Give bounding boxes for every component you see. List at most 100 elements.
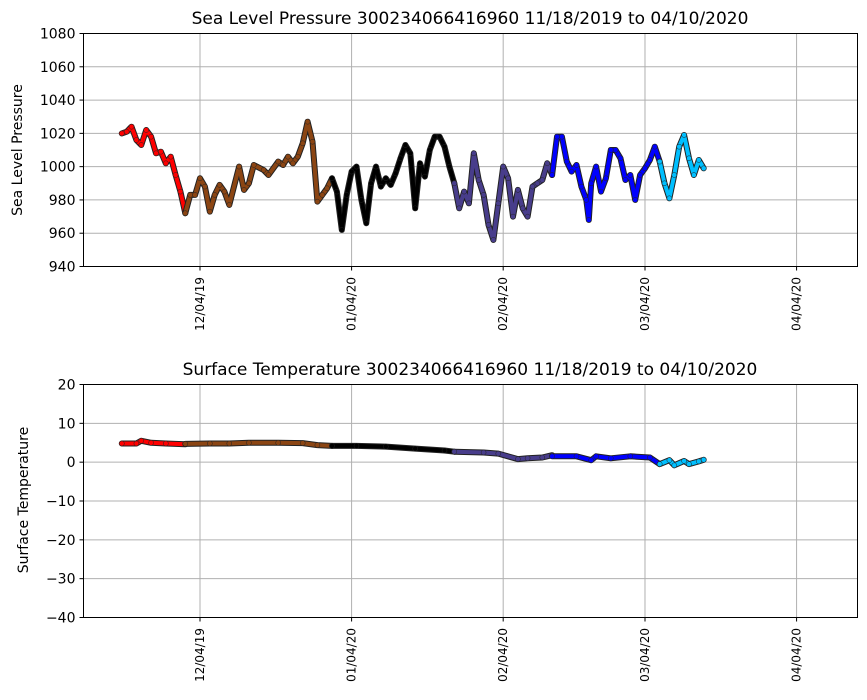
data-point [627,453,634,460]
data-point [319,192,326,198]
gridlines [83,33,858,267]
data-point [647,454,653,461]
data-point [216,182,223,188]
data-point [632,197,638,203]
data-point [290,160,296,167]
data-point [412,445,418,452]
y-ticks: 940 960 980 1000 1020 1040 1060 1080 [40,27,84,276]
segment-3-line [330,134,457,232]
chart-title: Surface Temperature 300234066416960 11/1… [183,360,758,380]
data-point [608,147,614,153]
data-point [187,192,193,198]
data-point [397,155,404,162]
data-point [236,163,242,170]
data-point [133,440,140,447]
data-points [118,437,707,469]
data-point [539,454,546,461]
data-point [387,182,394,188]
data-point [280,162,286,168]
data-point [554,133,560,140]
data-point [588,180,594,187]
data-point [378,183,384,190]
data-point [143,127,149,133]
sea-level-pressure-chart: Sea Level Pressure 300234066416960 11/18… [10,9,858,331]
data-point [549,172,555,178]
data-point [593,163,599,170]
data-point [490,237,497,243]
y-tick-label: 20 [58,378,76,394]
data-point [642,165,648,172]
data-point [163,160,169,167]
x-tick-label: 02/04/20 [496,628,510,682]
data-point [656,461,663,467]
data-point [656,158,663,165]
data-point [299,440,306,446]
data-point [207,208,213,215]
x-tick-label: 03/04/20 [638,628,652,682]
data-point [192,192,198,198]
data-point [588,457,594,463]
data-point [480,192,487,198]
data-point [363,220,370,226]
data-point [534,180,541,187]
x-tick-label: 12/04/19 [193,277,207,331]
x-tick-label: 01/04/20 [345,277,359,331]
data-point [392,170,399,177]
x-tick-label: 04/04/20 [790,628,804,682]
data-point [691,172,697,178]
data-point [647,157,653,163]
data-point [515,187,521,193]
data-point [622,177,629,183]
data-point [260,167,267,173]
y-tick-label: 1040 [40,93,76,109]
y-tick-label: 10 [58,416,76,432]
data-point [383,443,389,450]
data-point [696,458,702,465]
data-point [568,168,575,175]
data-point [681,458,687,464]
data-point [441,143,448,150]
data-point [578,183,585,190]
data-point [329,443,335,449]
data-point [197,175,203,182]
y-tick-label: 1080 [40,27,76,43]
data-point [148,133,154,140]
surface-temperature-chart: Surface Temperature 300234066416960 11/1… [16,360,858,682]
data-point [446,163,453,170]
segment-2-line [183,119,334,216]
data-point [133,137,140,143]
data-point [515,456,521,462]
y-tick-label: 1060 [40,60,76,76]
data-point [593,453,599,460]
y-tick-label: 940 [49,260,76,276]
data-point [661,180,668,187]
x-ticks: 12/04/19 01/04/20 02/04/20 03/04/20 04/04/20 [193,617,804,682]
data-point [275,158,281,165]
data-point [573,162,580,168]
data-point [211,192,218,198]
data-point [529,183,536,190]
data-point [471,150,477,157]
y-tick-label: −10 [46,494,76,510]
data-point [612,147,619,153]
data-point [466,200,472,207]
data-point [666,457,673,463]
data-point [119,440,125,447]
data-points [118,118,707,243]
data-point [686,461,692,467]
data-point [461,188,467,195]
data-point [485,222,492,228]
y-tick-label: 0 [67,455,76,471]
data-point [358,197,365,203]
data-point [500,163,506,170]
data-point [495,450,502,457]
data-point [329,175,335,182]
x-tick-label: 12/04/19 [193,628,207,682]
data-point [138,142,145,148]
x-tick-label: 02/04/20 [496,277,510,331]
data-point [549,453,555,460]
data-point [148,440,154,446]
data-point [603,175,609,182]
data-point [226,440,233,447]
data-point [163,440,169,447]
